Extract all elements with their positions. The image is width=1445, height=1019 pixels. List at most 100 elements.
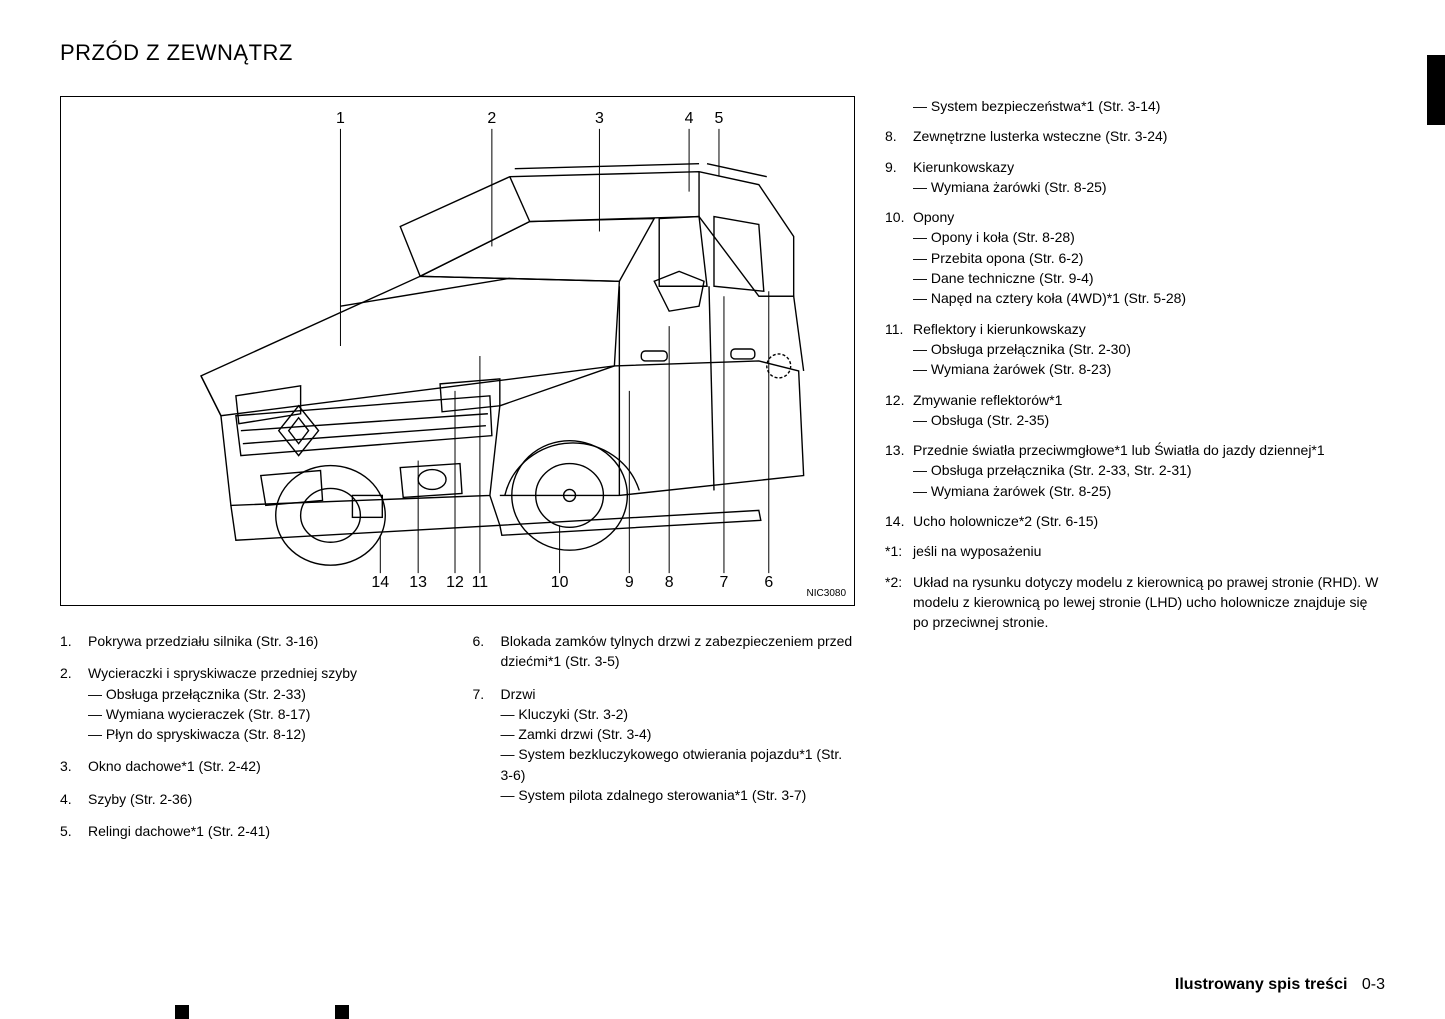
list-number: 11. (885, 319, 913, 380)
footnote-text: jeśli na wyposażeniu (913, 541, 1041, 561)
list-item: 3.Okno dachowe*1 (Str. 2-42) (60, 756, 443, 776)
callout-number: 8 (665, 574, 674, 591)
list-body: — System bezpieczeństwa*1 (Str. 3-14) (913, 96, 1385, 116)
footnote-item: *1:jeśli na wyposażeniu (885, 541, 1385, 561)
list-subitem: — Wymiana żarówek (Str. 8-23) (913, 359, 1385, 379)
list-body: Szyby (Str. 2-36) (88, 789, 443, 809)
section-tab (1427, 55, 1445, 125)
list-item: 1.Pokrywa przedziału silnika (Str. 3-16) (60, 631, 443, 651)
vehicle-diagram: 1234514131211109876 NIC3080 (60, 96, 855, 606)
callout-number: 4 (685, 110, 694, 127)
content-row: 1234514131211109876 NIC3080 1.Pokrywa pr… (60, 96, 1385, 853)
list-subitem: — Napęd na cztery koła (4WD)*1 (Str. 5-2… (913, 288, 1385, 308)
list-subitem: — Wymiana żarówki (Str. 8-25) (913, 177, 1385, 197)
list-item: 14.Ucho holownicze*2 (Str. 6-15) (885, 511, 1385, 531)
list-text: Relingi dachowe*1 (Str. 2-41) (88, 823, 270, 839)
list-number: 6. (473, 631, 501, 672)
crop-marks (0, 1001, 1445, 1019)
list-subitem: — Przebita opona (Str. 6-2) (913, 248, 1385, 268)
crop-mark (335, 1005, 349, 1019)
list-item: — System bezpieczeństwa*1 (Str. 3-14) (885, 96, 1385, 116)
list-text: Reflektory i kierunkowskazy (913, 321, 1086, 337)
footnotes: *1:jeśli na wyposażeniu *2:Układ na rysun… (885, 541, 1385, 632)
list-number (885, 96, 913, 116)
list-item: 4.Szyby (Str. 2-36) (60, 789, 443, 809)
callout-number: 3 (595, 110, 604, 127)
list-subitem: — System bezkluczykowego otwierania poja… (501, 744, 856, 785)
list-item: 12.Zmywanie reflektorów*1— Obsługa (Str.… (885, 390, 1385, 431)
callout-number: 7 (720, 574, 729, 591)
footnote-key: *1: (885, 541, 913, 561)
list-subitem: — Obsługa przełącznika (Str. 2-30) (913, 339, 1385, 359)
page-title: PRZÓD Z ZEWNĄTRZ (60, 40, 1385, 66)
list-number: 12. (885, 390, 913, 431)
list-text: Kierunkowskazy (913, 159, 1014, 175)
callout-number: 12 (446, 574, 464, 591)
list-number: 9. (885, 157, 913, 198)
callout-number: 14 (371, 574, 389, 591)
list-body: Okno dachowe*1 (Str. 2-42) (88, 756, 443, 776)
callout-number: 6 (764, 574, 773, 591)
list-body: Relingi dachowe*1 (Str. 2-41) (88, 821, 443, 841)
list-col-b: 6.Blokada zamków tylnych drzwi z zabezpi… (473, 631, 856, 853)
list-number: 7. (473, 684, 501, 806)
crop-mark (175, 1005, 189, 1019)
list-subitem: — Zamki drzwi (Str. 3-4) (501, 724, 856, 744)
list-item: 8.Zewnętrzne lusterka wsteczne (Str. 3-2… (885, 126, 1385, 146)
list-subitem: — Obsługa przełącznika (Str. 2-33) (88, 684, 443, 704)
callout-number: 5 (715, 110, 724, 127)
list-item: 5.Relingi dachowe*1 (Str. 2-41) (60, 821, 443, 841)
list-subitem: — System pilota zdalnego sterowania*1 (S… (501, 785, 856, 805)
list-item: 11.Reflektory i kierunkowskazy — Obsługa … (885, 319, 1385, 380)
footer-page-number: 0-3 (1362, 976, 1385, 993)
list-text: Zmywanie reflektorów*1 (913, 392, 1062, 408)
list-number: 5. (60, 821, 88, 841)
list-subitem: — Wymiana żarówek (Str. 8-25) (913, 481, 1385, 501)
list-body: Opony — Opony i koła (Str. 8-28)— Przebit… (913, 207, 1385, 308)
list-item: 9.Kierunkowskazy — Wymiana żarówki (Str. … (885, 157, 1385, 198)
list-number: 13. (885, 440, 913, 501)
list-subitem: — Płyn do spryskiwacza (Str. 8-12) (88, 724, 443, 744)
list-subitem: — Obsługa przełącznika (Str. 2-33, Str. … (913, 460, 1385, 480)
list-col-a: 1.Pokrywa przedziału silnika (Str. 3-16)… (60, 631, 443, 853)
list-body: Pokrywa przedziału silnika (Str. 3-16) (88, 631, 443, 651)
left-column: 1234514131211109876 NIC3080 1.Pokrywa pr… (60, 96, 855, 853)
footer-section-title: Ilustrowany spis treści (1175, 976, 1348, 993)
list-text: Zewnętrzne lusterka wsteczne (Str. 3-24) (913, 128, 1167, 144)
list-body: Drzwi— Kluczyki (Str. 3-2)— Zamki drzwi … (501, 684, 856, 806)
list-body: Przednie światła przeciwmgłowe*1 lub Świ… (913, 440, 1385, 501)
list-body: Kierunkowskazy — Wymiana żarówki (Str. 8-… (913, 157, 1385, 198)
callout-number: 2 (487, 110, 496, 127)
list-body: Blokada zamków tylnych drzwi z zabezpiec… (501, 631, 856, 672)
list-number: 2. (60, 663, 88, 744)
list-item: 7.Drzwi— Kluczyki (Str. 3-2)— Zamki drzw… (473, 684, 856, 806)
list-text: Ucho holownicze*2 (Str. 6-15) (913, 513, 1098, 529)
list-body: Wycieraczki i spryskiwacze przedniej szy… (88, 663, 443, 744)
page-footer: Ilustrowany spis treści 0-3 (1175, 976, 1385, 994)
list-subitem: — Opony i koła (Str. 8-28) (913, 227, 1385, 247)
diagram-id: NIC3080 (807, 588, 846, 599)
list-item: 6.Blokada zamków tylnych drzwi z zabezpi… (473, 631, 856, 672)
list-number: 10. (885, 207, 913, 308)
list-under-diagram: 1.Pokrywa przedziału silnika (Str. 3-16)… (60, 631, 855, 853)
list-text: Opony (913, 209, 954, 225)
list-item: 10.Opony — Opony i koła (Str. 8-28)— Prze… (885, 207, 1385, 308)
list-text: Blokada zamków tylnych drzwi z zabezpiec… (501, 633, 853, 669)
footnote-item: *2:Układ na rysunku dotyczy modelu z kie… (885, 572, 1385, 633)
list-text: Pokrywa przedziału silnika (Str. 3-16) (88, 633, 318, 649)
list-item: 2.Wycieraczki i spryskiwacze przedniej s… (60, 663, 443, 744)
footnote-key: *2: (885, 572, 913, 633)
list-subitem: — Dane techniczne (Str. 9-4) (913, 268, 1385, 288)
list-subitem: — Wymiana wycieraczek (Str. 8-17) (88, 704, 443, 724)
list-number: 4. (60, 789, 88, 809)
list-col-right: — System bezpieczeństwa*1 (Str. 3-14) 8.Z… (885, 96, 1385, 531)
list-number: 1. (60, 631, 88, 651)
list-text: Drzwi (501, 686, 536, 702)
right-column: — System bezpieczeństwa*1 (Str. 3-14) 8.Z… (885, 96, 1385, 853)
list-body: Ucho holownicze*2 (Str. 6-15) (913, 511, 1385, 531)
list-number: 3. (60, 756, 88, 776)
callout-number: 10 (551, 574, 569, 591)
list-text: Okno dachowe*1 (Str. 2-42) (88, 758, 261, 774)
list-body: Reflektory i kierunkowskazy — Obsługa prz… (913, 319, 1385, 380)
list-number: 14. (885, 511, 913, 531)
